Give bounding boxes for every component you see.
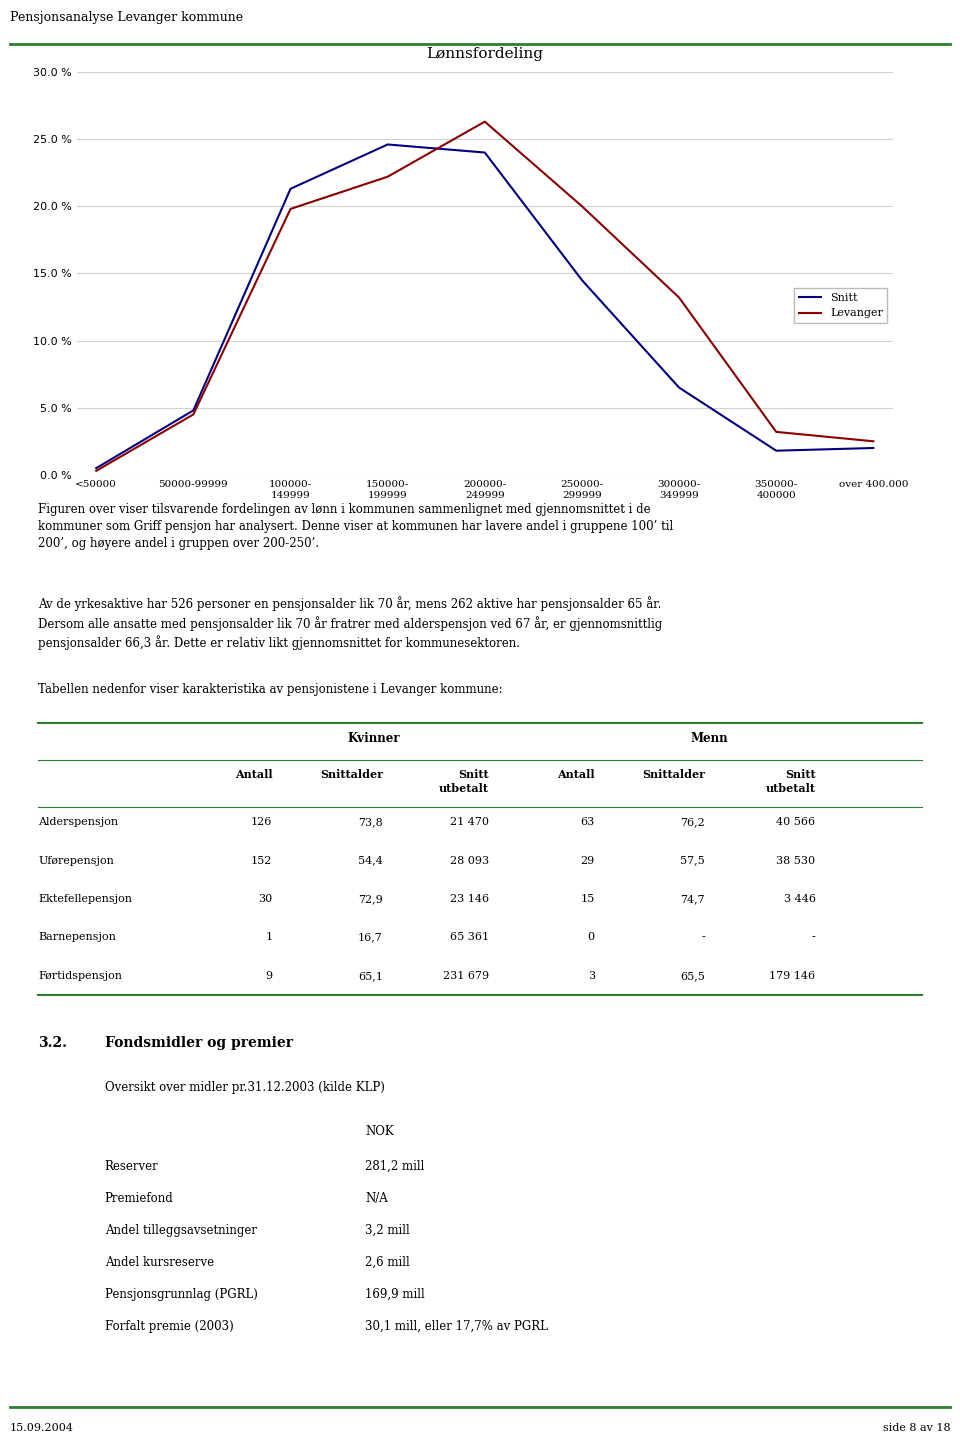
Levanger — [90, 462, 102, 479]
Levanger — [285, 200, 297, 217]
Text: 179 146: 179 146 — [770, 971, 816, 981]
Text: side 8 av 18: side 8 av 18 — [883, 1423, 950, 1433]
Text: 65 361: 65 361 — [449, 932, 489, 943]
Snitt — [187, 401, 199, 419]
Text: Oversikt over midler pr.31.12.2003 (kilde KLP): Oversikt over midler pr.31.12.2003 (kild… — [105, 1081, 385, 1095]
Levanger — [187, 406, 199, 423]
Text: 63: 63 — [581, 817, 595, 827]
Text: 231 679: 231 679 — [443, 971, 489, 981]
Snitt — [285, 180, 297, 197]
Text: -: - — [812, 932, 816, 943]
Text: 3.2.: 3.2. — [38, 1036, 67, 1049]
Text: 152: 152 — [252, 856, 273, 866]
Text: Ektefellepensjon: Ektefellepensjon — [38, 894, 132, 904]
Text: 40 566: 40 566 — [777, 817, 816, 827]
Text: 28 093: 28 093 — [449, 856, 489, 866]
Text: 169,9 mill: 169,9 mill — [365, 1288, 425, 1301]
Text: Menn: Menn — [691, 732, 729, 745]
Text: 21 470: 21 470 — [450, 817, 489, 827]
Text: Figuren over viser tilsvarende fordelingen av lønn i kommunen sammenlignet med g: Figuren over viser tilsvarende fordeling… — [38, 504, 674, 550]
Text: 73,8: 73,8 — [358, 817, 383, 827]
Levanger — [771, 423, 782, 440]
Text: 54,4: 54,4 — [358, 856, 383, 866]
Text: Andel kursreserve: Andel kursreserve — [105, 1256, 214, 1269]
Text: 9: 9 — [265, 971, 273, 981]
Text: 38 530: 38 530 — [777, 856, 816, 866]
Text: 281,2 mill: 281,2 mill — [365, 1160, 424, 1173]
Text: Av de yrkesaktive har 526 personer en pensjonsalder lik 70 år, mens 262 aktive h: Av de yrkesaktive har 526 personer en pe… — [38, 596, 662, 650]
Text: Andel tilleggsavsetninger: Andel tilleggsavsetninger — [105, 1225, 256, 1238]
Text: 65,5: 65,5 — [681, 971, 706, 981]
Text: N/A: N/A — [365, 1191, 388, 1204]
Text: 72,9: 72,9 — [358, 894, 383, 904]
Snitt — [479, 144, 491, 161]
Text: 30: 30 — [258, 894, 273, 904]
Text: 0: 0 — [588, 932, 595, 943]
Text: Pensjonsgrunnlag (PGRL): Pensjonsgrunnlag (PGRL) — [105, 1288, 257, 1301]
Text: Snitt
utbetalt: Snitt utbetalt — [439, 768, 489, 793]
Text: 15.09.2004: 15.09.2004 — [10, 1423, 74, 1433]
Text: NOK: NOK — [365, 1125, 394, 1138]
Line: Snitt: Snitt — [96, 144, 874, 468]
Text: Reserver: Reserver — [105, 1160, 158, 1173]
Legend: Snitt, Levanger: Snitt, Levanger — [794, 288, 887, 322]
Text: Snitt
utbetalt: Snitt utbetalt — [766, 768, 816, 793]
Text: 126: 126 — [252, 817, 273, 827]
Title: Lønnsfordeling: Lønnsfordeling — [426, 47, 543, 60]
Text: 76,2: 76,2 — [681, 817, 706, 827]
Snitt — [90, 459, 102, 476]
Levanger — [479, 114, 491, 131]
Text: Premiefond: Premiefond — [105, 1191, 174, 1204]
Text: 2,6 mill: 2,6 mill — [365, 1256, 410, 1269]
Text: 65,1: 65,1 — [358, 971, 383, 981]
Text: -: - — [702, 932, 706, 943]
Text: 57,5: 57,5 — [681, 856, 706, 866]
Text: Snittalder: Snittalder — [320, 768, 383, 780]
Snitt — [382, 135, 394, 153]
Text: Barnepensjon: Barnepensjon — [38, 932, 116, 943]
Line: Levanger: Levanger — [96, 122, 874, 471]
Text: Snittalder: Snittalder — [642, 768, 706, 780]
Snitt — [771, 442, 782, 459]
Levanger — [673, 289, 684, 307]
Text: 15: 15 — [581, 894, 595, 904]
Text: Pensjonsanalyse Levanger kommune: Pensjonsanalyse Levanger kommune — [10, 12, 243, 24]
Text: Kvinner: Kvinner — [348, 732, 400, 745]
Text: Alderspensjon: Alderspensjon — [38, 817, 118, 827]
Levanger — [382, 168, 394, 186]
Text: Uførepensjon: Uførepensjon — [38, 856, 114, 866]
Snitt — [576, 272, 588, 289]
Text: 23 146: 23 146 — [449, 894, 489, 904]
Text: Antall: Antall — [235, 768, 273, 780]
Text: 3,2 mill: 3,2 mill — [365, 1225, 410, 1238]
Text: Antall: Antall — [557, 768, 595, 780]
Text: 16,7: 16,7 — [358, 932, 383, 943]
Text: Tabellen nedenfor viser karakteristika av pensjonistene i Levanger kommune:: Tabellen nedenfor viser karakteristika a… — [38, 684, 503, 696]
Text: 3 446: 3 446 — [783, 894, 816, 904]
Text: 74,7: 74,7 — [681, 894, 706, 904]
Levanger — [576, 197, 588, 214]
Snitt — [868, 439, 879, 456]
Text: 3: 3 — [588, 971, 595, 981]
Text: 29: 29 — [581, 856, 595, 866]
Text: Fondsmidler og premier: Fondsmidler og premier — [105, 1036, 293, 1049]
Text: 1: 1 — [265, 932, 273, 943]
Text: Førtidspensjon: Førtidspensjon — [38, 971, 123, 981]
Levanger — [868, 433, 879, 450]
Text: 30,1 mill, eller 17,7% av PGRL: 30,1 mill, eller 17,7% av PGRL — [365, 1320, 548, 1333]
Snitt — [673, 378, 684, 396]
Text: Forfalt premie (2003): Forfalt premie (2003) — [105, 1320, 233, 1333]
